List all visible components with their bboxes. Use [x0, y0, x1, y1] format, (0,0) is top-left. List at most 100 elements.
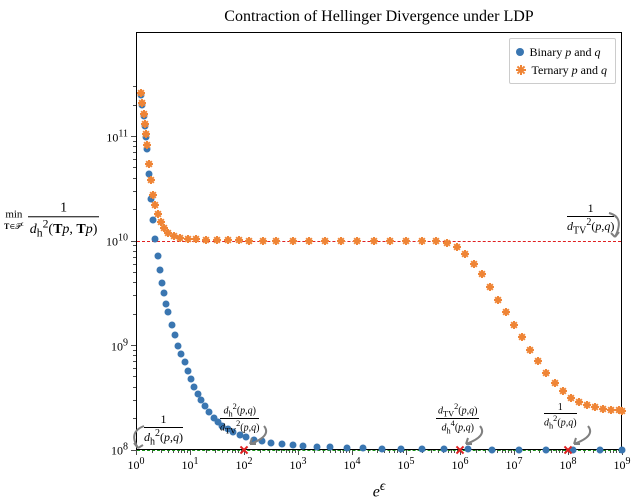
- dot-icon: [516, 48, 524, 56]
- y-minor-tick: [133, 178, 136, 179]
- y-minor-tick: [133, 86, 136, 87]
- data-point-ternary: [289, 237, 297, 245]
- y-minor-tick: [133, 361, 136, 362]
- y-tick: [131, 241, 136, 242]
- data-point-ternary: [213, 236, 221, 244]
- data-point-binary: [156, 267, 163, 274]
- y-minor-tick: [133, 387, 136, 388]
- data-point-ternary: [202, 236, 210, 244]
- data-point-binary: [184, 367, 191, 374]
- plus-icon: [516, 65, 526, 75]
- y-minor-tick: [133, 350, 136, 351]
- data-point-ternary: [154, 210, 162, 218]
- x-marker-icon: [455, 445, 465, 455]
- legend-label: Ternary p and q: [532, 63, 607, 78]
- arrow-icon: [607, 211, 637, 245]
- data-point-ternary: [443, 239, 451, 247]
- data-point-binary: [313, 443, 320, 450]
- data-point-binary: [168, 321, 175, 328]
- data-point-binary: [516, 446, 523, 453]
- data-point-binary: [489, 446, 496, 453]
- y-minor-tick: [133, 146, 136, 147]
- chart-root: Contraction of Hellinger Divergence unde…: [0, 0, 640, 504]
- data-point-ternary: [618, 407, 626, 415]
- x-tick-label: 102: [236, 456, 253, 473]
- data-point-ternary: [386, 237, 394, 245]
- data-point-ternary: [526, 346, 534, 354]
- y-tick-label: 1010: [106, 233, 128, 250]
- data-point-ternary: [461, 250, 469, 258]
- data-point-ternary: [272, 237, 280, 245]
- data-point-binary: [378, 445, 385, 452]
- data-point-ternary: [137, 89, 145, 97]
- y-tick-label: 109: [111, 337, 128, 354]
- x-tick-label: 105: [398, 456, 415, 473]
- y-minor-tick: [133, 209, 136, 210]
- data-point-ternary: [534, 357, 542, 365]
- x-marker-label: dh2(p,q)dTV2(p,q): [220, 402, 259, 436]
- data-point-ternary: [567, 394, 575, 402]
- data-point-ternary: [147, 176, 155, 184]
- data-point-binary: [181, 359, 188, 366]
- legend-label: Binary p and q: [530, 45, 601, 60]
- y-minor-tick: [133, 272, 136, 273]
- data-point-binary: [359, 445, 366, 452]
- y-minor-tick: [133, 418, 136, 419]
- y-tick: [131, 345, 136, 346]
- data-point-binary: [543, 446, 550, 453]
- data-point-ternary: [518, 333, 526, 341]
- x-tick-label: 104: [344, 456, 361, 473]
- data-point-ternary: [402, 237, 410, 245]
- data-point-ternary: [551, 379, 559, 387]
- data-point-ternary: [143, 141, 151, 149]
- data-point-ternary: [305, 237, 313, 245]
- data-point-binary: [165, 309, 172, 316]
- x-axis-label: eϵ: [373, 478, 385, 501]
- data-point-ternary: [583, 401, 591, 409]
- data-point-ternary: [140, 110, 148, 118]
- data-point-binary: [171, 332, 178, 339]
- x-tick-label: 100: [128, 456, 145, 473]
- data-point-ternary: [370, 237, 378, 245]
- data-point-binary: [175, 342, 182, 349]
- data-point-ternary: [259, 237, 267, 245]
- y-minor-tick: [133, 159, 136, 160]
- data-point-ternary: [138, 99, 146, 107]
- data-point-ternary: [151, 201, 159, 209]
- data-point-binary: [343, 444, 350, 451]
- data-point-ternary: [453, 243, 461, 251]
- arrow-icon: [478, 424, 502, 446]
- data-point-ternary: [607, 406, 615, 414]
- data-point-ternary: [142, 130, 150, 138]
- data-point-binary: [158, 279, 165, 286]
- data-point-ternary: [591, 403, 599, 411]
- y-minor-tick: [133, 245, 136, 246]
- data-point-ternary: [224, 236, 232, 244]
- x-marker-label: 1dh2(p,q): [544, 402, 577, 430]
- data-point-binary: [289, 442, 296, 449]
- x-tick-label: 109: [614, 456, 631, 473]
- x-marker-label: dTV2(p,q)dh4(p,q): [436, 402, 479, 436]
- data-point-binary: [397, 445, 404, 452]
- y-minor-tick: [133, 400, 136, 401]
- data-point-ternary: [486, 283, 494, 291]
- data-point-ternary: [418, 237, 426, 245]
- data-point-ternary: [470, 260, 478, 268]
- data-point-binary: [152, 235, 159, 242]
- data-point-ternary: [149, 191, 157, 199]
- legend: Binary p and q Ternary p and q: [509, 38, 616, 84]
- y-minor-tick: [133, 376, 136, 377]
- arrow-icon: [586, 424, 610, 446]
- data-point-ternary: [599, 405, 607, 413]
- x-marker-icon: [563, 445, 573, 455]
- data-point-ternary: [321, 237, 329, 245]
- y-minor-tick: [133, 368, 136, 369]
- data-point-ternary: [494, 296, 502, 304]
- data-point-ternary: [184, 235, 192, 243]
- data-point-binary: [163, 300, 170, 307]
- data-point-binary: [440, 446, 447, 453]
- y-axis-label: minT∈𝒫ϵ1dh2(Tp, Tp): [4, 200, 99, 239]
- x-marker-icon: [239, 445, 249, 455]
- data-point-ternary: [559, 387, 567, 395]
- y-minor-tick: [133, 257, 136, 258]
